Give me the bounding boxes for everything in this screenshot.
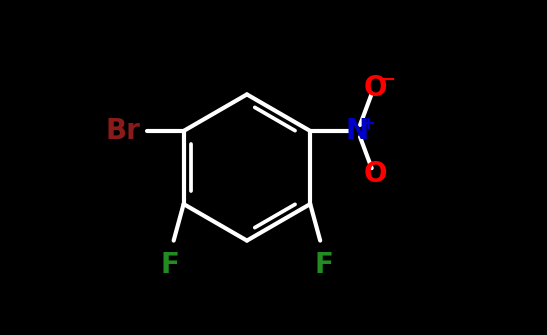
Text: F: F bbox=[314, 251, 333, 279]
Text: O: O bbox=[363, 74, 387, 102]
Text: Br: Br bbox=[106, 117, 141, 145]
Text: +: + bbox=[360, 115, 375, 133]
Text: N: N bbox=[345, 117, 368, 145]
Text: O: O bbox=[363, 160, 387, 188]
Text: −: − bbox=[380, 70, 395, 88]
Text: F: F bbox=[161, 251, 180, 279]
